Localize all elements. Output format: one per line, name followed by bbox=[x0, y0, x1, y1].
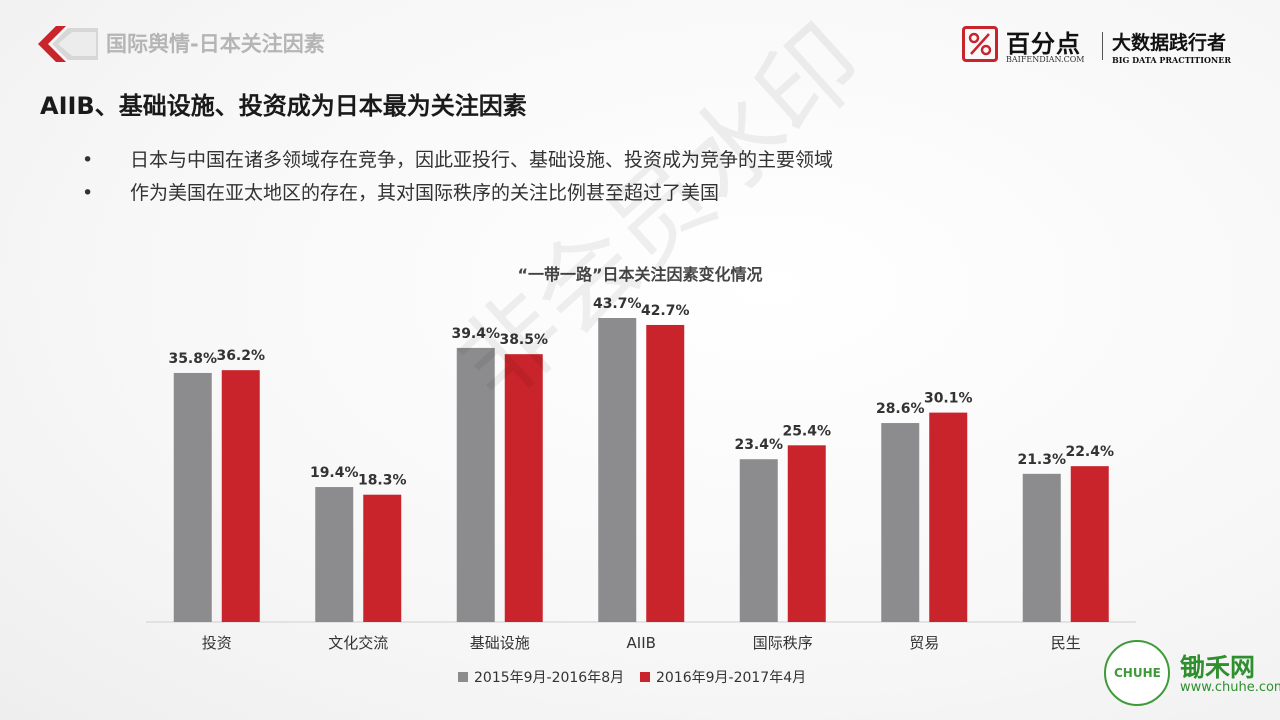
x-tick-label: 民生 bbox=[1051, 634, 1081, 652]
x-tick-label: 基础设施 bbox=[470, 634, 530, 652]
bar-series1 bbox=[173, 372, 212, 622]
data-label: 36.2% bbox=[216, 348, 265, 364]
chuhe-badge-icon bbox=[1104, 640, 1170, 706]
data-label: 30.1% bbox=[924, 391, 973, 407]
data-label: 25.4% bbox=[782, 423, 831, 439]
bar-series2 bbox=[363, 494, 402, 622]
x-tick-label: 国际秩序 bbox=[753, 634, 813, 652]
data-label: 39.4% bbox=[451, 326, 500, 342]
data-label: 18.3% bbox=[358, 473, 407, 489]
brand-name: 百分点 bbox=[1006, 30, 1081, 58]
data-label: 43.7% bbox=[593, 296, 642, 312]
legend-swatch bbox=[458, 672, 468, 682]
legend-label: 2015年9月-2016年8月 bbox=[474, 670, 624, 686]
legend-swatch bbox=[640, 672, 650, 682]
bullet-dot-icon: • bbox=[82, 149, 94, 171]
x-tick-label: 文化交流 bbox=[328, 634, 388, 652]
percent-icon bbox=[962, 26, 998, 62]
x-tick-label: 投资 bbox=[202, 634, 232, 652]
brand-slogan-en: BIG DATA PRACTITIONER bbox=[1112, 55, 1231, 65]
brand-url: BAIFENDIAN.COM bbox=[1006, 55, 1085, 64]
chuhe-url: www.chuhe.com bbox=[1180, 680, 1280, 695]
x-tick-label: 贸易 bbox=[909, 634, 939, 652]
chuhe-logo: CHUHE 锄禾网 www.chuhe.com bbox=[1100, 636, 1280, 716]
bar-series1 bbox=[881, 423, 920, 622]
bar-series1 bbox=[598, 318, 637, 622]
bullet-dot-icon: • bbox=[82, 182, 94, 204]
data-label: 38.5% bbox=[499, 332, 548, 348]
bar-series1 bbox=[456, 347, 495, 622]
x-tick-label: AIIB bbox=[627, 634, 656, 652]
bullet-list: • 日本与中国在诸多领域存在竞争，因此亚投行、基础设施、投资成为竞争的主要领域 •… bbox=[82, 146, 833, 212]
data-label: 23.4% bbox=[734, 437, 783, 453]
chuhe-badge-text: CHUHE bbox=[1114, 666, 1161, 680]
data-label: 35.8% bbox=[168, 351, 217, 367]
page-title: AIIB、基础设施、投资成为日本最为关注因素 bbox=[40, 92, 527, 120]
chart-title: “一带一路”日本关注因素变化情况 bbox=[517, 265, 762, 284]
bar-series2 bbox=[646, 324, 685, 622]
chuhe-name: 锄禾网 bbox=[1180, 653, 1256, 682]
bar-series2 bbox=[221, 370, 260, 622]
data-label: 42.7% bbox=[641, 303, 690, 319]
bar-series1 bbox=[1022, 473, 1061, 622]
bar-series2 bbox=[929, 412, 968, 622]
data-label: 19.4% bbox=[310, 465, 359, 481]
bar-series2 bbox=[1070, 466, 1109, 622]
section-title: 国际舆情-日本关注因素 bbox=[106, 32, 325, 56]
bar-series1 bbox=[315, 487, 354, 622]
bullet-text: 作为美国在亚太地区的存在，其对国际秩序的关注比例甚至超过了美国 bbox=[130, 182, 720, 204]
bullet-text: 日本与中国在诸多领域存在竞争，因此亚投行、基础设施、投资成为竞争的主要领域 bbox=[130, 149, 834, 171]
brand-divider bbox=[1102, 32, 1103, 60]
data-label: 21.3% bbox=[1017, 452, 1066, 468]
bar-series2 bbox=[787, 445, 826, 622]
data-label: 22.4% bbox=[1065, 444, 1114, 460]
brand-logo: 百分点 BAIFENDIAN.COM 大数据践行者 BIG DATA PRACT… bbox=[962, 24, 1252, 68]
bullet-item: • 日本与中国在诸多领域存在竞争，因此亚投行、基础设施、投资成为竞争的主要领域 bbox=[82, 146, 833, 179]
data-label: 28.6% bbox=[876, 401, 925, 417]
bar-series2 bbox=[504, 354, 543, 622]
legend-label: 2016年9月-2017年4月 bbox=[656, 670, 806, 686]
bullet-item: • 作为美国在亚太地区的存在，其对国际秩序的关注比例甚至超过了美国 bbox=[82, 179, 833, 212]
brand-slogan: 大数据践行者 bbox=[1112, 32, 1227, 54]
report-logo-icon bbox=[38, 24, 98, 64]
bar-series1 bbox=[739, 459, 778, 622]
